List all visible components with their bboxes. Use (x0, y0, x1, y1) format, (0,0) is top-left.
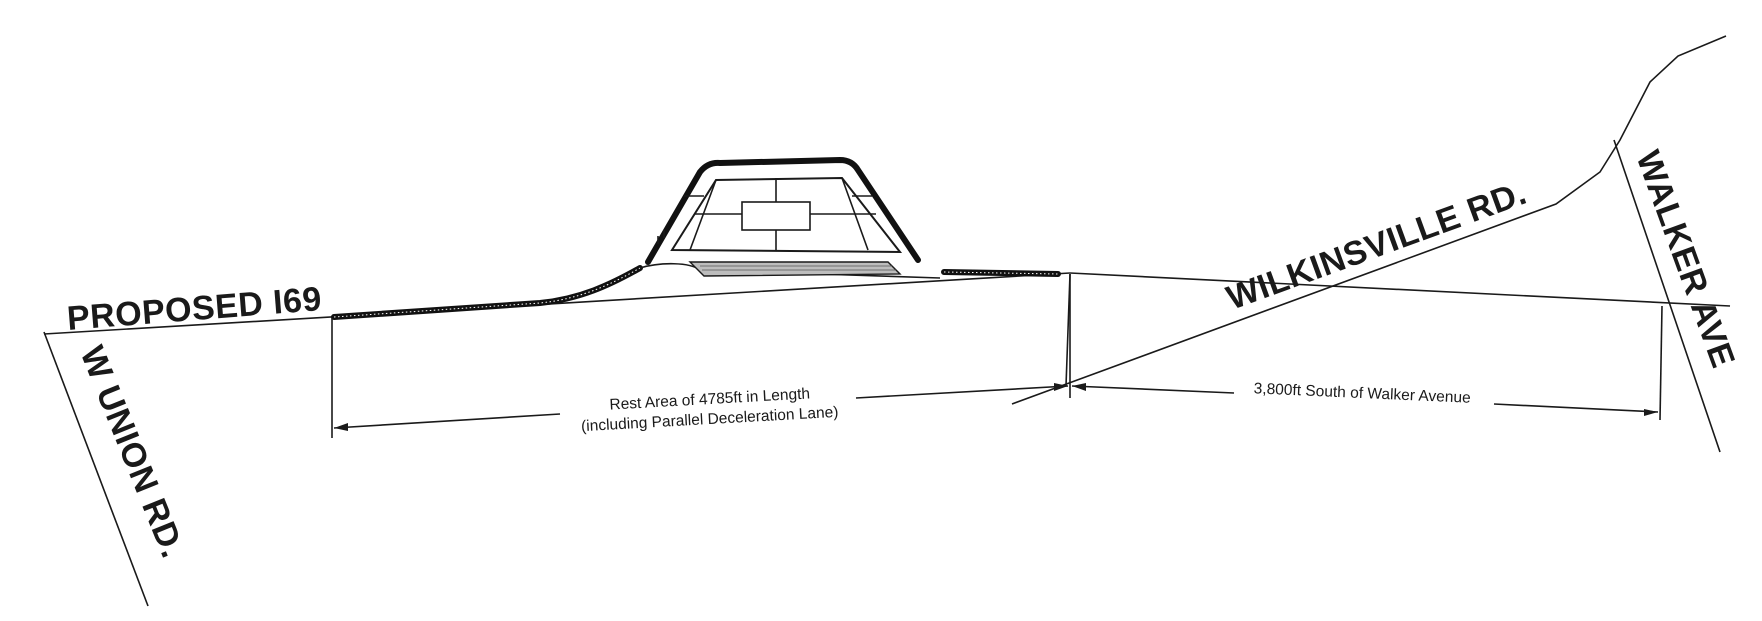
wilkinsville-rd-label: WILKINSVILLE RD. (1222, 174, 1532, 318)
wilkinsville-rd-line (1011, 35, 1727, 405)
walker-ave-line (1613, 139, 1721, 453)
rest-area-facility (639, 157, 941, 279)
parking-strip (688, 261, 902, 277)
w-union-rd-line (43, 331, 149, 607)
walker-ave-label: WALKER AVE (1628, 146, 1742, 373)
rest-area-building (741, 201, 811, 231)
rest-area-dimension (331, 273, 1071, 438)
proposed-i69-label: PROPOSED I69 (66, 280, 324, 338)
south-of-walker-label: 3,800ft South of Walker Avenue (1253, 380, 1471, 406)
rest-area-deceleration-lane (331, 265, 1061, 320)
walker-dimension (1071, 305, 1663, 421)
w-union-rd-label: W UNION RD. (73, 341, 192, 563)
proposed-i69-line-east (1069, 272, 1731, 307)
